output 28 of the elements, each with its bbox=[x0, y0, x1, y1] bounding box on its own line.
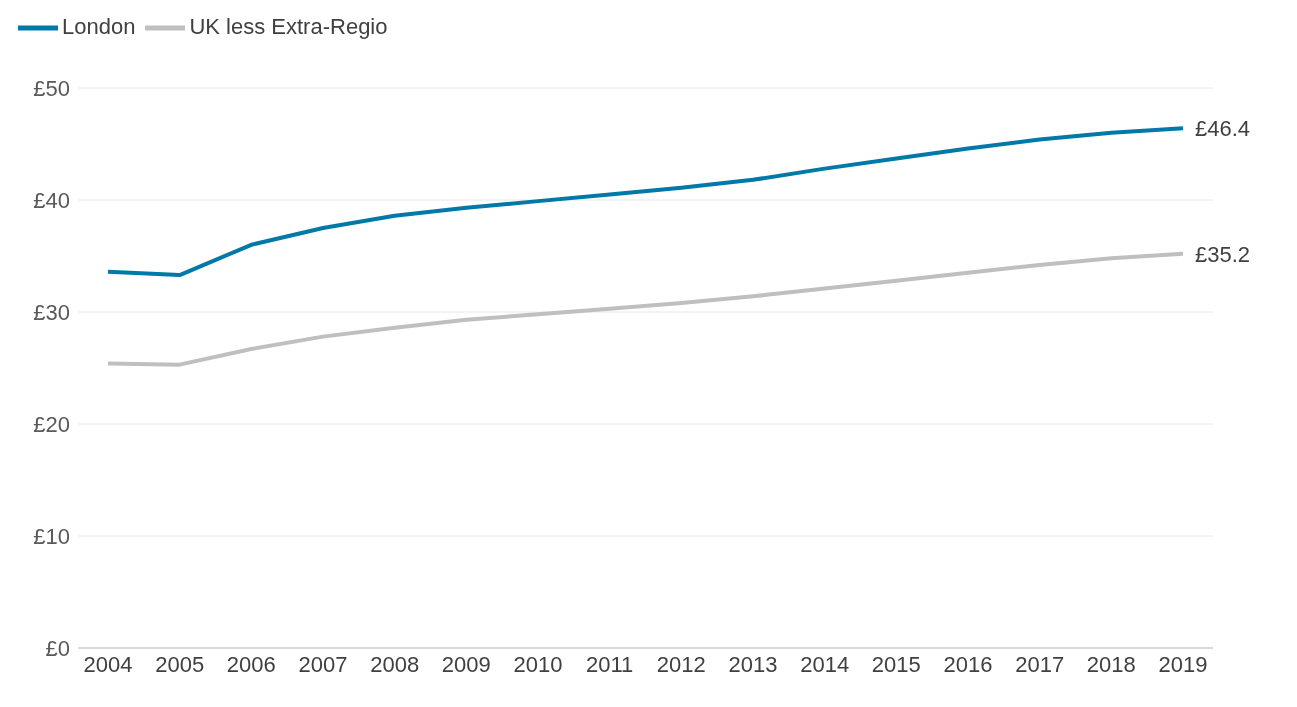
x-tick-label: 2011 bbox=[586, 651, 634, 677]
line-series bbox=[106, 251, 1185, 367]
x-tick-label: 2017 bbox=[1015, 651, 1065, 677]
data-label: £35.2 bbox=[1195, 241, 1251, 267]
x-tick-label: 2008 bbox=[370, 651, 420, 677]
x-tick-label: 2010 bbox=[513, 651, 563, 677]
x-tick-label: 2006 bbox=[226, 651, 276, 677]
x-tick-label: 2015 bbox=[871, 651, 921, 677]
x-tick-label: 2007 bbox=[298, 651, 348, 677]
data-label: £46.4 bbox=[1195, 116, 1251, 142]
y-tick-label: £10 bbox=[33, 523, 70, 549]
x-tick-label: 2018 bbox=[1086, 651, 1136, 677]
x-tick-label: 2019 bbox=[1158, 651, 1208, 677]
x-tick-label: 2014 bbox=[800, 651, 850, 677]
y-tick-label: £20 bbox=[33, 411, 70, 437]
y-tick-label: £0 bbox=[45, 635, 70, 661]
y-tick-label: £40 bbox=[33, 187, 70, 213]
x-tick-label: 2005 bbox=[155, 651, 205, 677]
x-tick-label: 2016 bbox=[943, 651, 993, 677]
y-tick-label: £30 bbox=[33, 299, 70, 325]
x-tick-label: 2013 bbox=[728, 651, 778, 677]
x-tick-label: 2009 bbox=[441, 651, 491, 677]
x-tick-label: 2012 bbox=[656, 651, 706, 677]
legend-label: UK less Extra-Regio bbox=[189, 13, 388, 39]
x-tick-label: 2004 bbox=[83, 651, 133, 677]
legend-label: London bbox=[62, 13, 136, 39]
line-series bbox=[106, 126, 1185, 278]
y-tick-label: £50 bbox=[33, 75, 70, 101]
